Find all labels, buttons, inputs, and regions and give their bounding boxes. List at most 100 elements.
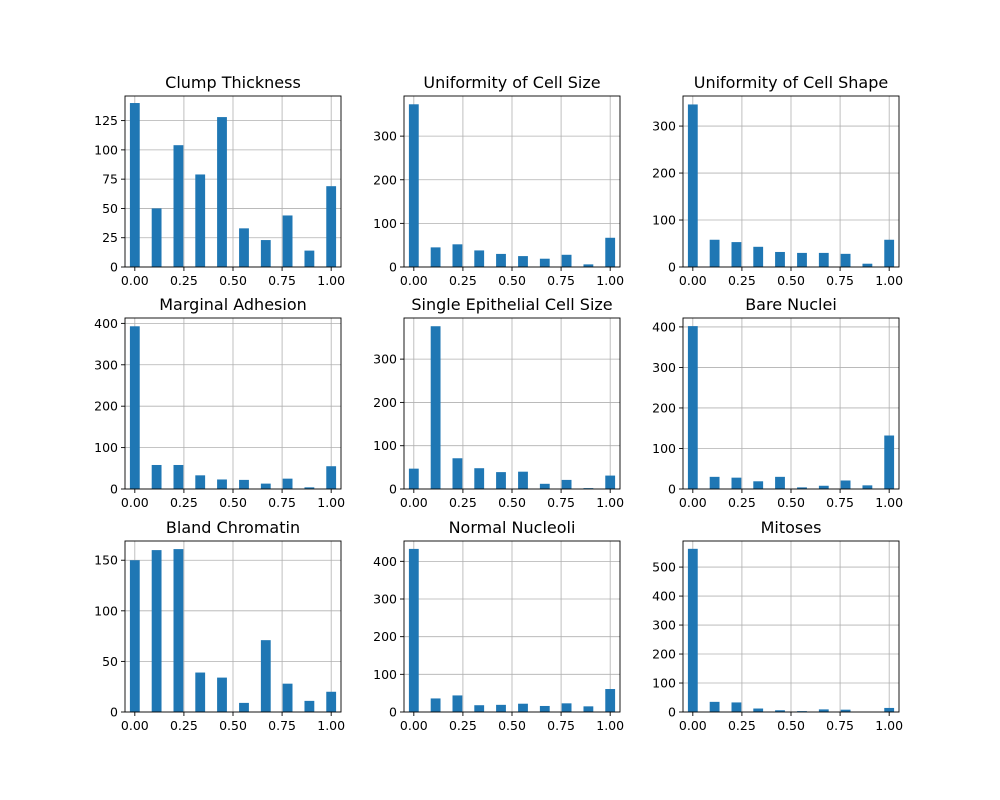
histogram-bar: [129, 560, 140, 712]
x-tick-label: 0.25: [449, 718, 477, 733]
histogram-bar: [518, 703, 528, 712]
x-tick-label: 0.75: [547, 495, 575, 510]
y-tick-label: 400: [94, 316, 118, 331]
histogram-bar: [496, 253, 506, 267]
histogram-bar: [539, 705, 550, 712]
x-tick-label: 0.00: [121, 495, 149, 510]
panel-title: Single Epithelial Cell Size: [411, 295, 612, 314]
x-tick-label: 0.50: [219, 273, 247, 288]
y-tick-label: 400: [652, 589, 676, 604]
histogram-bar: [884, 435, 895, 489]
histogram-bar: [709, 476, 720, 489]
panel-title: Clump Thickness: [165, 73, 301, 92]
histogram-bar: [797, 252, 807, 267]
histogram-bar: [884, 707, 895, 712]
x-tick-label: 1.00: [596, 718, 624, 733]
y-tick-label: 200: [652, 400, 676, 415]
histogram-bar: [129, 103, 140, 267]
x-tick-label: 0.00: [679, 718, 707, 733]
y-tick-label: 100: [652, 441, 676, 456]
x-tick-label: 0.75: [826, 718, 854, 733]
histogram-bar: [239, 228, 249, 267]
histogram-bar: [840, 709, 851, 712]
y-tick-label: 0: [110, 705, 118, 720]
histogram-bar: [260, 483, 271, 489]
histogram-bar: [151, 208, 162, 267]
histogram-bar: [518, 471, 528, 489]
histogram-bar: [818, 252, 829, 267]
y-tick-label: 150: [94, 553, 118, 568]
x-tick-label: 0.00: [400, 718, 428, 733]
histogram-bar: [474, 468, 485, 489]
histogram-bar: [326, 691, 337, 712]
y-tick-label: 100: [373, 438, 397, 453]
histogram-bar: [260, 640, 271, 712]
y-tick-label: 50: [102, 201, 118, 216]
histogram-bar: [583, 706, 594, 712]
y-tick-label: 100: [373, 216, 397, 231]
y-tick-label: 500: [652, 560, 676, 575]
x-tick-label: 1.00: [875, 495, 903, 510]
histogram-bar: [430, 247, 441, 267]
panel-title: Bare Nuclei: [745, 295, 837, 314]
panel-title: Bland Chromatin: [166, 518, 300, 537]
y-tick-label: 200: [94, 399, 118, 414]
histogram-panel: 0.00 0.25 0.50 0.75 1.00 0 100 200 300 Single Epi…: [373, 295, 624, 510]
y-tick-label: 100: [373, 667, 397, 682]
histogram-bar: [539, 258, 550, 267]
histogram-bar: [217, 677, 227, 712]
histogram-bar: [452, 695, 463, 712]
y-tick-label: 100: [94, 440, 118, 455]
x-tick-label: 0.25: [728, 718, 756, 733]
y-tick-label: 200: [652, 647, 676, 662]
histogram-bar: [862, 485, 873, 489]
x-tick-label: 0.25: [728, 495, 756, 510]
histogram-bar: [797, 487, 807, 489]
histogram-bar: [217, 479, 227, 489]
histogram-bar: [408, 104, 419, 267]
histogram-bar: [731, 477, 742, 489]
x-tick-label: 1.00: [875, 273, 903, 288]
x-tick-label: 0.00: [679, 273, 707, 288]
y-tick-label: 200: [373, 172, 397, 187]
x-tick-label: 0.75: [826, 273, 854, 288]
x-tick-label: 0.25: [170, 495, 198, 510]
y-tick-label: 300: [373, 592, 397, 607]
y-tick-label: 300: [373, 352, 397, 367]
histogram-panel: 0.00 0.25 0.50 0.75 1.00 0 25 50 75 100 125 Clump T…: [94, 73, 345, 288]
histogram-bar: [583, 264, 594, 267]
histogram-bar: [217, 117, 227, 268]
x-tick-label: 1.00: [596, 495, 624, 510]
x-tick-label: 0.00: [400, 273, 428, 288]
y-tick-label: 0: [389, 482, 397, 497]
y-tick-label: 0: [668, 482, 676, 497]
histogram-bar: [709, 239, 720, 267]
y-tick-label: 0: [110, 260, 118, 275]
histogram-bar: [753, 481, 764, 489]
y-tick-label: 300: [652, 119, 676, 134]
histogram-bar: [282, 215, 293, 267]
x-tick-label: 0.50: [498, 273, 526, 288]
x-tick-label: 0.25: [170, 718, 198, 733]
histogram-bar: [518, 256, 528, 267]
x-tick-label: 0.25: [728, 273, 756, 288]
histogram-bar: [561, 254, 572, 267]
histogram-bar: [775, 710, 785, 712]
x-tick-label: 0.50: [777, 495, 805, 510]
y-tick-label: 400: [652, 319, 676, 334]
x-tick-label: 1.00: [317, 718, 345, 733]
histogram-bar: [304, 487, 315, 489]
x-tick-label: 0.00: [121, 273, 149, 288]
histogram-bar: [496, 472, 506, 489]
histogram-panel: 0.00 0.25 0.50 0.75 1.00 0 100 200 300 400 500 Mito…: [652, 518, 903, 733]
x-tick-label: 0.00: [121, 718, 149, 733]
histogram-panel: 0.00 0.25 0.50 0.75 1.00 0 100 200 300 400 Normal …: [373, 518, 624, 733]
histogram-bar: [474, 705, 485, 712]
histogram-bar: [173, 549, 184, 712]
y-tick-label: 50: [102, 654, 118, 669]
histogram-bar: [731, 702, 742, 712]
x-tick-label: 0.75: [547, 273, 575, 288]
x-tick-label: 1.00: [317, 495, 345, 510]
